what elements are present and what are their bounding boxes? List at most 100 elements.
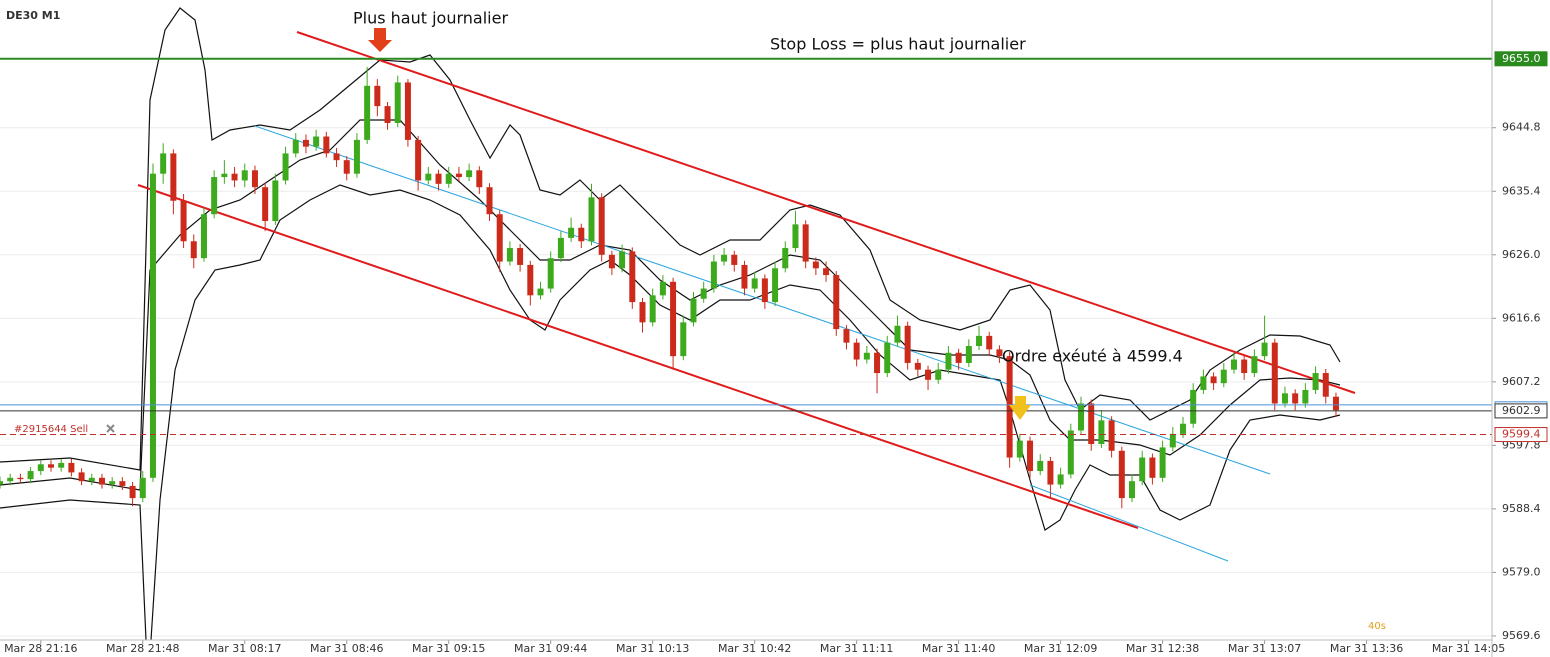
candle-body [180, 200, 187, 242]
candle-body [47, 464, 54, 468]
candle-body [1016, 440, 1023, 458]
candle-body [1220, 369, 1227, 384]
level-label-box [1494, 427, 1548, 443]
candle-body [955, 352, 962, 363]
candle-body [78, 472, 85, 482]
candle-body [1088, 403, 1095, 445]
candle-body [37, 464, 44, 472]
candle-body [1037, 460, 1044, 472]
candle-body [364, 85, 371, 140]
candle-body [761, 278, 768, 303]
level-label: 9655.0 [1502, 52, 1541, 65]
x-tick-label: Mar 31 09:44 [514, 642, 587, 655]
candle-body [1251, 356, 1258, 374]
candle-body [557, 237, 564, 259]
candle-body [619, 251, 626, 269]
x-tick-label: Mar 31 08:17 [208, 642, 281, 655]
candle-body [0, 481, 3, 485]
candle-body [894, 325, 901, 343]
candle-body [1230, 359, 1237, 370]
bollinger-lower [150, 184, 1341, 641]
candle-body [792, 224, 799, 249]
candle-body [1078, 403, 1085, 431]
timer: 40s [1368, 621, 1386, 632]
candle-body [547, 258, 554, 289]
candle-body [425, 173, 432, 181]
candle-body [680, 322, 687, 357]
candle-body [690, 298, 697, 323]
candle-body [1006, 356, 1013, 458]
candle-body [639, 302, 646, 323]
candle-body [190, 241, 197, 259]
candle-body [251, 170, 258, 188]
x-tick-label: Mar 31 08:46 [310, 642, 383, 655]
candle-body [1312, 373, 1319, 390]
close-order-icon[interactable] [106, 424, 115, 433]
candle-body [1292, 393, 1299, 404]
candle-body [1047, 460, 1054, 485]
candle-body [353, 139, 360, 174]
candle-body [231, 173, 238, 181]
arrow-high [368, 28, 392, 52]
candle-body [812, 261, 819, 269]
candle-body [435, 173, 442, 184]
channel-ext [1029, 484, 1229, 562]
order-label: #2915644 Sell [14, 424, 88, 435]
candle-body [7, 477, 14, 482]
candle-body [608, 254, 615, 269]
x-tick-label: Mar 31 09:15 [412, 642, 485, 655]
x-tick-label: Mar 31 11:11 [820, 642, 893, 655]
candle-body [823, 268, 830, 276]
candle-body [98, 477, 105, 485]
candle-body [965, 346, 972, 363]
candle-body [700, 288, 707, 299]
x-tick-label: Mar 31 10:42 [718, 642, 791, 655]
x-tick-label: Mar 31 14:05 [1432, 642, 1505, 655]
candle-body [170, 153, 177, 201]
candle-body [649, 295, 656, 323]
x-tick-label: Mar 31 11:40 [922, 642, 995, 655]
level-label-box [1494, 51, 1548, 67]
candle-body [1159, 447, 1166, 478]
candle-body [802, 224, 809, 262]
candle-body [1098, 420, 1105, 445]
candle-body [282, 153, 289, 181]
candle-body [88, 477, 95, 482]
annotation: Ordre exéuté à 4599.4 [1002, 347, 1183, 366]
candle-body [404, 82, 411, 140]
candle-body [241, 170, 248, 181]
candle-body [568, 227, 575, 238]
candle-body [149, 173, 156, 478]
candle-body [1210, 376, 1217, 384]
candle-body [119, 481, 126, 486]
candle-body [935, 369, 942, 380]
candle-body [1139, 457, 1146, 482]
candle-body [741, 264, 748, 289]
grid: 9644.89635.49626.09616.69607.29597.89588… [0, 121, 1541, 655]
candle-body [333, 153, 340, 161]
candle-body [200, 214, 207, 259]
candle-body [772, 268, 779, 303]
candle-body [1190, 389, 1197, 424]
bollinger-lower [0, 499, 147, 641]
arrow-entry [1009, 396, 1031, 420]
candle-body [884, 342, 891, 374]
channel-upper [296, 31, 1356, 394]
candle-body [343, 160, 350, 174]
candle-body [384, 106, 391, 123]
x-tick-label: Mar 31 13:36 [1330, 642, 1403, 655]
candle-body [1322, 373, 1329, 397]
candle-body [670, 281, 677, 357]
candle-body [782, 248, 789, 269]
y-tick-label: 9569.6 [1502, 629, 1541, 642]
candle-body [833, 275, 840, 330]
candle-body [986, 335, 993, 350]
y-tick-label: 9616.6 [1502, 311, 1541, 324]
candles [0, 66, 1339, 509]
candle-body [27, 471, 34, 480]
candle-body [1332, 396, 1339, 411]
annotation: Plus haut journalier [353, 9, 508, 28]
candle-body [904, 325, 911, 363]
